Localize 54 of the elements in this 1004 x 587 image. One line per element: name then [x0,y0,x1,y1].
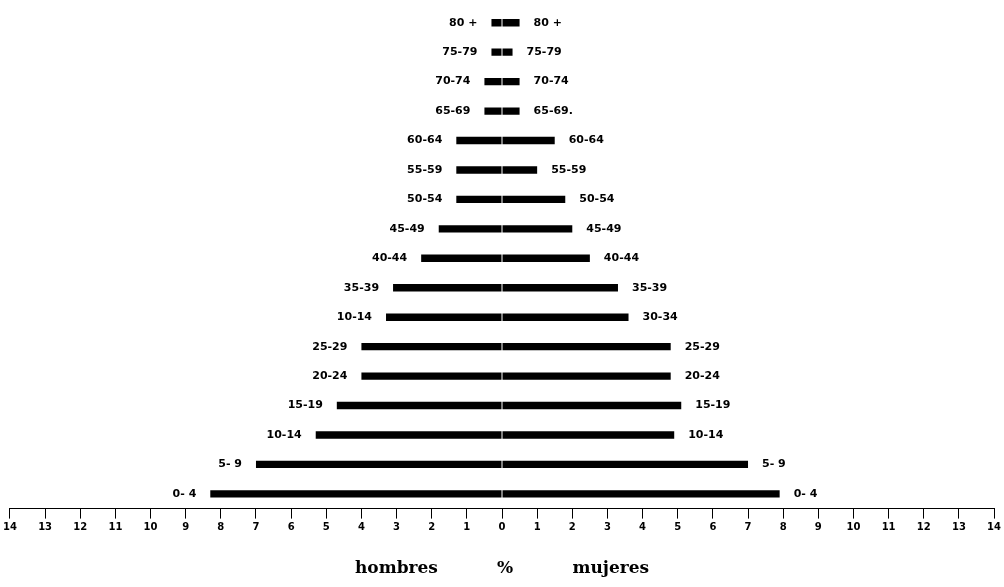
x-tick-label: 12 [73,521,88,533]
x-tick-label: 8 [217,521,225,533]
annotation: 45-49 [586,221,622,235]
y-tick-label: 55-59 [407,162,443,176]
x-tick-label: 4 [357,521,365,533]
x-tick-label: 14 [3,521,17,533]
x-tick-label: 11 [881,521,896,533]
x-tick-label: 2 [568,521,576,533]
x-tick-label: 10 [143,521,158,533]
annotation: 5- 9 [762,457,786,471]
x-tick-label: 5 [674,521,682,533]
x-tick-label: 7 [744,521,752,533]
x-tick-label: 10 [846,521,861,533]
annotation: 55-59 [551,162,587,176]
x-tick-label: 12 [916,521,931,533]
x-tick-label: 13 [951,521,966,533]
annotation: 65-69. [533,103,573,117]
x-tick-label: 1 [533,521,541,533]
x-tick-label: 13 [38,521,53,533]
annotation: 10-14 [688,427,724,441]
x-tick-label: 4 [639,521,647,533]
annotation: 15-19 [695,398,731,412]
y-tick-label: 50-54 [407,192,443,206]
x-axis-title: hombres % mujeres [354,557,650,578]
y-tick-label: 80 + [449,15,478,29]
x-tick-label: 8 [779,521,787,533]
annotation: 0- 4 [793,486,818,500]
annotation: 50-54 [579,192,615,206]
y-tick-label: 65-69 [435,103,471,117]
x-tick-label: 14 [987,521,1002,533]
annotation: 70-74 [533,74,570,88]
annotation: 60-64 [568,133,605,147]
y-tick-label: 75-79 [442,45,478,59]
annotation: 25-29 [684,339,720,353]
annotation: 80 + [533,15,562,29]
annotation: 40-44 [603,251,640,265]
x-tick-label: 1 [463,521,471,533]
x-tick-label: 0 [498,521,506,533]
y-tick-label: 70-74 [435,74,471,88]
x-tick-label: 3 [393,521,401,533]
annotation: 30-34 [642,310,679,324]
annotation: 35-39 [631,280,668,294]
x-tick-label: 9 [182,521,190,533]
x-tick-label: 2 [428,521,436,533]
annotation: 75-79 [526,45,562,59]
x-tick-label: 6 [709,521,717,533]
y-tick-label: 60-64 [407,133,443,147]
x-tick-label: 5 [322,521,330,533]
x-tick-label: 6 [287,521,295,533]
x-tick-label: 3 [603,521,611,533]
x-tick-label: 9 [814,521,822,533]
x-tick-label: 7 [252,521,260,533]
annotation: 20-24 [684,368,721,382]
x-tick-label: 11 [108,521,123,533]
